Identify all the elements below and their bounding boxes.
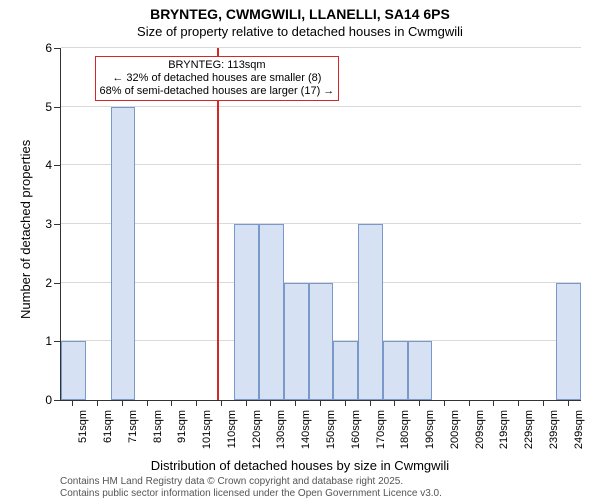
y-tick-label: 3 xyxy=(28,217,52,231)
x-tick xyxy=(171,400,172,406)
x-tick xyxy=(394,400,395,406)
histogram-bar xyxy=(284,283,309,400)
gridline xyxy=(61,223,581,224)
x-axis-label: Distribution of detached houses by size … xyxy=(0,458,600,473)
y-tick xyxy=(54,400,60,401)
histogram-bar xyxy=(259,224,284,400)
y-tick-label: 2 xyxy=(28,276,52,290)
y-tick-label: 4 xyxy=(28,158,52,172)
chart-title: BRYNTEG, CWMGWILI, LLANELLI, SA14 6PS xyxy=(0,6,600,22)
attribution-text: Contains HM Land Registry data © Crown c… xyxy=(60,476,442,500)
annotation-box: BRYNTEG: 113sqm← 32% of detached houses … xyxy=(95,56,340,101)
histogram-bar xyxy=(333,341,358,400)
y-tick xyxy=(54,283,60,284)
annotation-line: 68% of semi-detached houses are larger (… xyxy=(100,85,335,98)
y-tick xyxy=(54,224,60,225)
histogram-bar xyxy=(309,283,334,400)
y-tick xyxy=(54,48,60,49)
histogram-bar xyxy=(111,107,136,400)
histogram-bar xyxy=(556,283,581,400)
histogram-chart: BRYNTEG, CWMGWILI, LLANELLI, SA14 6PS Si… xyxy=(0,0,600,500)
y-tick-label: 6 xyxy=(28,41,52,55)
annotation-line: ← 32% of detached houses are smaller (8) xyxy=(100,72,335,85)
histogram-bar xyxy=(61,341,86,400)
x-tick xyxy=(196,400,197,406)
x-tick xyxy=(295,400,296,406)
x-tick-label: 209sqm xyxy=(474,410,486,490)
x-tick xyxy=(444,400,445,406)
x-tick xyxy=(72,400,73,406)
y-tick-label: 0 xyxy=(28,393,52,407)
x-tick xyxy=(370,400,371,406)
attribution-line1: Contains HM Land Registry data © Crown c… xyxy=(60,476,442,488)
x-tick-label: 200sqm xyxy=(449,410,461,490)
gridline xyxy=(61,47,581,48)
plot-area: BRYNTEG: 113sqm← 32% of detached houses … xyxy=(60,48,581,401)
x-tick xyxy=(568,400,569,406)
annotation-line: BRYNTEG: 113sqm xyxy=(100,59,335,72)
y-tick xyxy=(54,107,60,108)
x-tick xyxy=(320,400,321,406)
attribution-line2: Contains public sector information licen… xyxy=(60,488,442,500)
x-tick xyxy=(493,400,494,406)
y-tick xyxy=(54,341,60,342)
histogram-bar xyxy=(408,341,433,400)
x-tick-label: 249sqm xyxy=(573,410,585,490)
x-tick xyxy=(270,400,271,406)
histogram-bar xyxy=(383,341,408,400)
x-tick xyxy=(469,400,470,406)
x-tick-label: 229sqm xyxy=(523,410,535,490)
gridline xyxy=(61,106,581,107)
x-tick xyxy=(147,400,148,406)
x-tick-label: 239sqm xyxy=(548,410,560,490)
y-tick-label: 1 xyxy=(28,334,52,348)
x-tick xyxy=(518,400,519,406)
x-tick-label: 219sqm xyxy=(498,410,510,490)
x-tick xyxy=(419,400,420,406)
gridline xyxy=(61,164,581,165)
y-tick-label: 5 xyxy=(28,100,52,114)
x-tick xyxy=(221,400,222,406)
x-tick xyxy=(345,400,346,406)
histogram-bar xyxy=(358,224,383,400)
x-tick xyxy=(97,400,98,406)
x-tick xyxy=(543,400,544,406)
x-tick xyxy=(246,400,247,406)
histogram-bar xyxy=(234,224,259,400)
y-tick xyxy=(54,165,60,166)
chart-subtitle: Size of property relative to detached ho… xyxy=(0,24,600,39)
x-tick xyxy=(122,400,123,406)
